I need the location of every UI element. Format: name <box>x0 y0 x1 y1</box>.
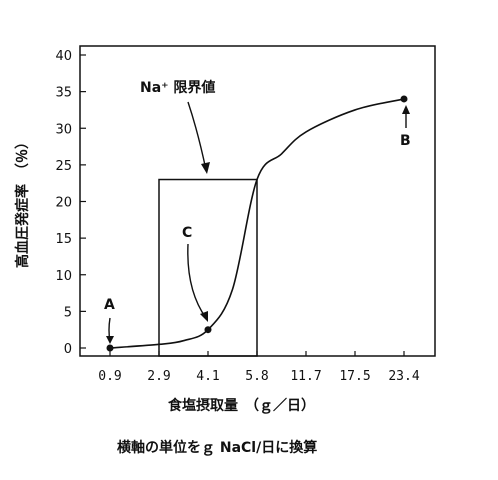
y-tick-label: 5 <box>64 305 72 320</box>
point-label-a: A <box>104 297 115 313</box>
threshold-box <box>158 178 258 357</box>
point-label-c: C <box>182 225 192 241</box>
y-tick-label: 30 <box>55 122 72 137</box>
arrow-c-head <box>200 311 208 322</box>
series-line <box>109 98 405 349</box>
arrow-a-head <box>106 336 114 344</box>
point-a <box>106 344 114 352</box>
chart-caption: 横軸の単位をｇ NaCl/日に換算 <box>117 439 317 457</box>
x-tick-label: 23.4 <box>388 369 419 384</box>
data-points <box>106 95 408 352</box>
arrow-c <box>187 243 207 319</box>
y-tick-label: 35 <box>55 86 72 101</box>
x-tick-label: 17.5 <box>339 369 370 384</box>
y-tick-label: 15 <box>55 232 72 247</box>
y-tick-label: 0 <box>64 342 72 357</box>
y-tick-label: 20 <box>55 196 72 211</box>
y-axis-label: 高血圧発症率 （％） <box>14 135 31 268</box>
threshold-label: Na⁺ 限界値 <box>140 79 215 96</box>
point-label-b: B <box>400 133 411 149</box>
y-tick-label: 25 <box>55 159 72 174</box>
x-tick-label: 11.7 <box>290 369 321 384</box>
y-tick-label: 40 <box>55 49 72 64</box>
x-axis-label: 食塩摂取量 （ｇ／日） <box>168 397 315 415</box>
x-tick-label: 4.1 <box>196 369 219 384</box>
x-tick-label: 0.9 <box>98 369 121 384</box>
y-ticks: 0 5 10 15 20 25 30 35 40 <box>55 49 86 357</box>
x-tick-label: 2.9 <box>147 369 170 384</box>
arrow-threshold-head <box>201 162 210 174</box>
arrow-b-head <box>402 105 410 114</box>
arrow-threshold <box>187 101 207 171</box>
point-b <box>400 95 408 103</box>
x-tick-label: 5.8 <box>245 369 268 384</box>
annotation-arrows <box>106 101 410 344</box>
x-ticks: 0.9 2.9 4.1 5.8 11.7 17.5 23.4 <box>98 351 420 384</box>
point-c <box>204 326 212 334</box>
y-tick-label: 10 <box>55 269 72 284</box>
